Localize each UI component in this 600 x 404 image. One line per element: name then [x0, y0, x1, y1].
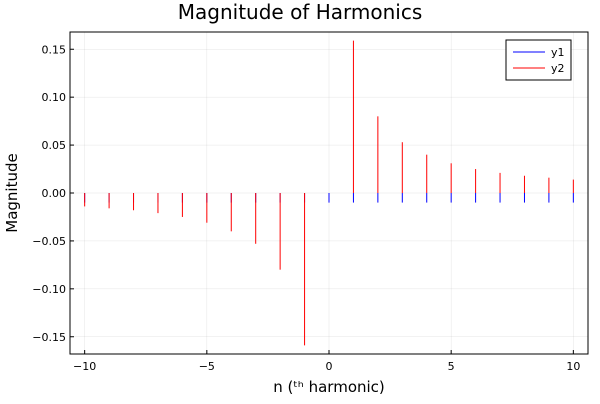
y-tick-label: −0.15 — [32, 331, 66, 344]
y-tick-label: −0.05 — [32, 235, 66, 248]
legend-label-y2: y2 — [551, 62, 565, 75]
chart-title: Magnitude of Harmonics — [178, 0, 422, 24]
y-tick-label: 0.00 — [42, 187, 67, 200]
y-tick-label: 0.15 — [42, 43, 67, 56]
x-tick-label: 5 — [448, 360, 455, 373]
legend-label-y1: y1 — [551, 46, 565, 59]
y-tick-label: 0.10 — [42, 91, 67, 104]
y-axis: −0.15 −0.10 −0.05 0.00 0.05 0.10 0.15 — [32, 43, 74, 344]
x-axis: −10 −5 0 5 10 — [73, 350, 580, 373]
x-tick-label: 0 — [326, 360, 333, 373]
legend: y1 y2 — [505, 39, 572, 81]
y-axis-label: Magnitude — [3, 153, 21, 232]
legend-box — [505, 39, 572, 81]
x-axis-label: n (ᵗʰ harmonic) — [273, 378, 385, 396]
x-tick-label: −5 — [199, 360, 215, 373]
stems — [84, 40, 574, 346]
x-tick-label: 10 — [566, 360, 580, 373]
y-tick-label: −0.10 — [32, 283, 66, 296]
y-tick-label: 0.05 — [42, 139, 67, 152]
x-tick-label: −10 — [73, 360, 96, 373]
